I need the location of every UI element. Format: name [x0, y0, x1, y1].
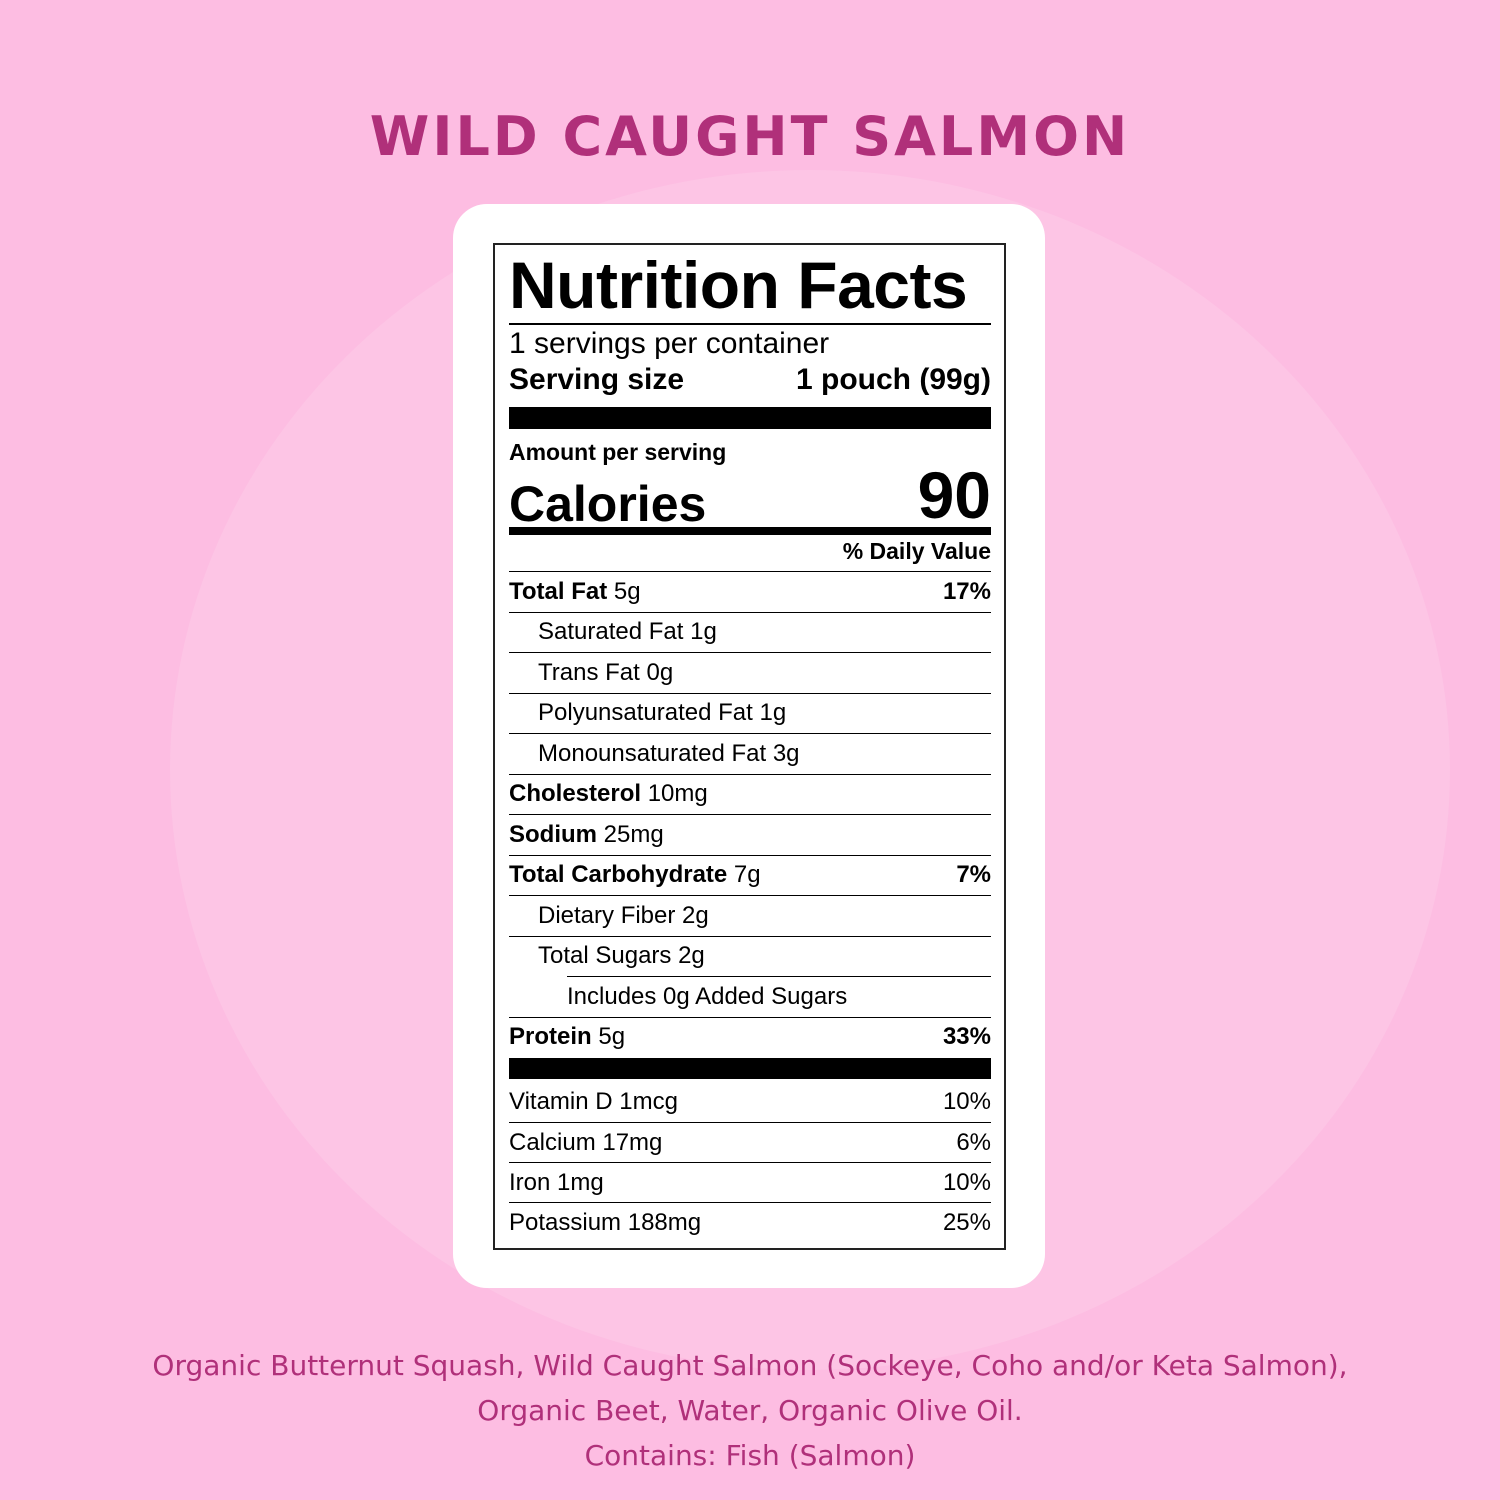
- nutrient-amount: 10mg: [647, 780, 708, 808]
- nutrient-name-amount: Saturated Fat 1g: [509, 618, 717, 646]
- nutrient-amount: 25mg: [603, 820, 664, 848]
- nutrient-row: Includes 0g Added Sugars: [567, 976, 991, 1017]
- nutrient-name: Total Carbohydrate: [509, 861, 728, 889]
- calories-value: 90: [917, 458, 991, 532]
- nutrient-name: Protein: [509, 1023, 592, 1051]
- nutrient-amount: 5g: [613, 577, 641, 605]
- nutrient-row: Monounsaturated Fat 3g: [509, 733, 991, 774]
- nutrient-name: Trans Fat: [538, 658, 640, 686]
- daily-value-percent: 7%: [956, 861, 991, 889]
- calories: Calories 90: [509, 457, 991, 533]
- nutrient-name: Cholesterol: [509, 780, 642, 808]
- servings-per-container: 1 servings per container: [509, 327, 830, 360]
- nutrient-row: Dietary Fiber 2g: [509, 895, 991, 936]
- ingredients-line: Organic Beet, Water, Organic Olive Oil.: [477, 1394, 1023, 1427]
- nutrient-name: Calcium: [509, 1128, 596, 1156]
- nutrient-name-amount: Sodium 25mg: [509, 821, 664, 849]
- serving-size: Serving size 1 pouch (99g): [509, 363, 991, 397]
- nutrient-name: Total Fat: [509, 577, 608, 605]
- nutrient-row: Saturated Fat 1g: [509, 611, 991, 653]
- nutrition-facts-heading: Nutrition Facts: [509, 248, 968, 322]
- daily-value-header: % Daily Value: [842, 538, 991, 564]
- nutrient-amount: 1mg: [557, 1168, 604, 1196]
- calories-label: Calories: [509, 476, 707, 532]
- amount-per-serving: Amount per serving: [509, 439, 727, 465]
- nutrient-amount: 1g: [759, 699, 787, 727]
- nutrient-amount: 3g: [772, 739, 800, 767]
- serving-size-label: Serving size: [509, 363, 685, 396]
- nutrient-row: Trans Fat 0g: [509, 652, 991, 693]
- medium-divider: [509, 527, 991, 535]
- nutrient-amount: 2g: [678, 942, 705, 970]
- nutrient-name: Saturated Fat: [538, 618, 684, 646]
- nutrient-row: Calcium 17mg 6%: [509, 1121, 991, 1163]
- ingredients-line: Organic Butternut Squash, Wild Caught Sa…: [152, 1349, 1348, 1382]
- nutrient-name-amount: Total Fat 5g: [509, 578, 641, 606]
- nutrient-row: Total Fat 5g 17%: [509, 571, 991, 612]
- nutrient-row: Protein 5g 33%: [509, 1016, 991, 1058]
- daily-value-percent: 33%: [942, 1023, 991, 1051]
- nutrient-amount: 2g: [682, 901, 709, 929]
- nutrient-amount: 7g: [733, 861, 761, 889]
- ingredients: Organic Butternut Squash, Wild Caught Sa…: [0, 1343, 1500, 1478]
- nutrient-name-amount: Cholesterol 10mg: [509, 780, 708, 808]
- nutrient-name-amount: Potassium 188mg: [509, 1209, 701, 1237]
- nutrient-row: Vitamin D 1mcg 10%: [509, 1082, 991, 1123]
- nutrient-name-amount: Protein 5g: [509, 1023, 625, 1051]
- nutrient-name-amount: Calcium 17mg: [509, 1129, 662, 1157]
- nutrient-name: Includes 0g Added Sugars: [567, 982, 848, 1010]
- serving-size-value: 1 pouch (99g): [795, 363, 991, 396]
- nutrient-name: Dietary Fiber: [538, 901, 676, 929]
- daily-value-percent: 10%: [942, 1168, 991, 1196]
- nutrient-amount: 0g: [646, 658, 674, 686]
- nutrient-name-amount: Vitamin D 1mcg: [509, 1088, 678, 1116]
- nutrient-amount: 188mg: [627, 1209, 702, 1237]
- nutrient-name: Total Sugars: [538, 942, 672, 970]
- thick-divider: [509, 407, 991, 429]
- thick-divider: [509, 1058, 991, 1079]
- nutrient-name-amount: Total Sugars 2g: [509, 942, 705, 970]
- nutrient-name-amount: Includes 0g Added Sugars: [567, 983, 847, 1011]
- product-title: WILD CAUGHT SALMON: [369, 105, 1131, 168]
- daily-value-percent: 6%: [956, 1128, 991, 1156]
- nutrient-name: Monounsaturated Fat: [538, 739, 767, 767]
- label-card: [453, 204, 1045, 1288]
- nutrient-row: Potassium 188mg 25%: [509, 1202, 991, 1243]
- allergen-statement: Contains: Fish (Salmon): [584, 1439, 916, 1472]
- nutrient-row: Cholesterol 10mg: [509, 773, 991, 815]
- daily-value-percent: 17%: [942, 577, 991, 605]
- nutrient-row: Polyunsaturated Fat 1g: [509, 692, 991, 734]
- divider: [509, 323, 991, 325]
- nutrient-row: Total Carbohydrate 7g 7%: [509, 854, 991, 896]
- nutrient-name-amount: Total Carbohydrate 7g: [509, 861, 761, 889]
- nutrient-name-amount: Iron 1mg: [509, 1169, 604, 1197]
- nutrient-amount: 1mcg: [619, 1088, 678, 1116]
- nutrient-amount: 1g: [690, 618, 717, 646]
- nutrient-row: Sodium 25mg: [509, 814, 991, 855]
- nutrient-amount: 17mg: [602, 1128, 663, 1156]
- nutrient-row: Iron 1mg 10%: [509, 1162, 991, 1203]
- nutrient-name-amount: Trans Fat 0g: [509, 659, 673, 687]
- nutrient-name-amount: Polyunsaturated Fat 1g: [509, 699, 786, 727]
- daily-value-percent: 10%: [942, 1088, 991, 1116]
- daily-value-percent: 25%: [942, 1209, 991, 1237]
- nutrient-amount: 5g: [598, 1023, 626, 1051]
- nutrient-name: Potassium: [509, 1209, 622, 1237]
- nutrient-name: Iron: [509, 1168, 551, 1196]
- nutrient-name: Sodium: [509, 820, 597, 848]
- nutrient-name-amount: Monounsaturated Fat 3g: [509, 740, 800, 768]
- nutrient-name: Vitamin D: [509, 1088, 613, 1116]
- nutrient-name: Polyunsaturated Fat: [538, 699, 753, 727]
- nutrient-name-amount: Dietary Fiber 2g: [509, 902, 709, 930]
- nutrient-row: Total Sugars 2g: [509, 935, 991, 977]
- nutrition-facts-label: Nutrition Facts 1 servings per container…: [493, 243, 1006, 1250]
